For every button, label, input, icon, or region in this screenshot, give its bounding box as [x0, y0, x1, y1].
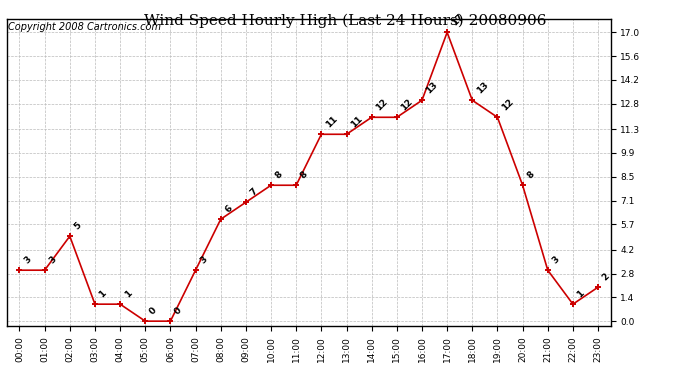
- Text: 13: 13: [424, 80, 440, 96]
- Text: Wind Speed Hourly High (Last 24 Hours) 20080906: Wind Speed Hourly High (Last 24 Hours) 2…: [144, 13, 546, 27]
- Text: 0: 0: [148, 306, 159, 316]
- Text: 12: 12: [374, 98, 389, 112]
- Text: 13: 13: [475, 80, 490, 96]
- Text: 5: 5: [72, 220, 83, 231]
- Text: 3: 3: [198, 255, 209, 266]
- Text: Copyright 2008 Cartronics.com: Copyright 2008 Cartronics.com: [8, 22, 161, 32]
- Text: 11: 11: [324, 114, 339, 129]
- Text: 7: 7: [248, 187, 259, 198]
- Text: 8: 8: [299, 170, 310, 180]
- Text: 1: 1: [123, 289, 133, 299]
- Text: 1: 1: [97, 289, 108, 299]
- Text: 3: 3: [22, 255, 33, 266]
- Text: 0: 0: [173, 306, 184, 316]
- Text: 8: 8: [273, 170, 284, 180]
- Text: 2: 2: [600, 272, 611, 282]
- Text: 1: 1: [575, 289, 586, 299]
- Text: 3: 3: [551, 255, 561, 266]
- Text: 3: 3: [47, 255, 58, 266]
- Text: 11: 11: [349, 114, 364, 129]
- Text: 12: 12: [400, 98, 415, 112]
- Text: 6: 6: [224, 204, 234, 214]
- Text: 8: 8: [525, 170, 536, 180]
- Text: 17: 17: [450, 12, 465, 28]
- Text: 12: 12: [500, 98, 515, 112]
